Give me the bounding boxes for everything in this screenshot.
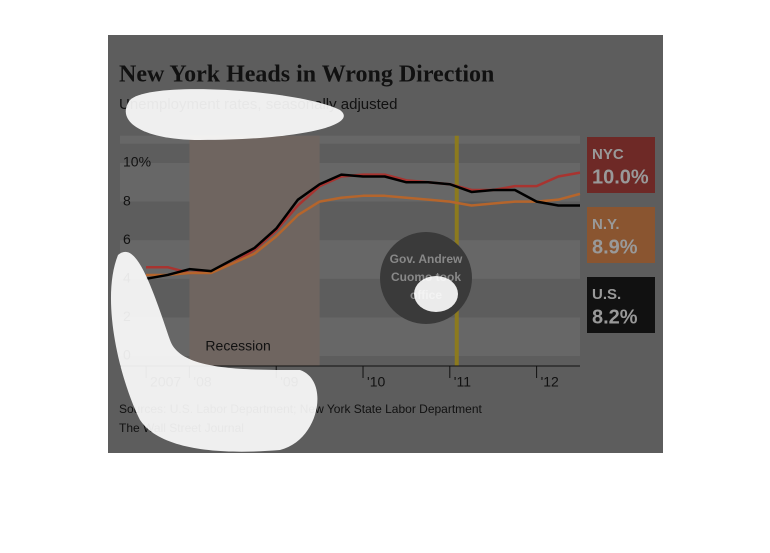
highlight-blob xyxy=(125,89,344,140)
legend-value: 8.2% xyxy=(592,306,638,328)
highlight-blob xyxy=(110,251,318,452)
chart-title: New York Heads in Wrong Direction xyxy=(119,62,494,88)
y-tick-label: 6 xyxy=(123,231,131,247)
highlight-blob xyxy=(414,276,458,312)
legend-value: 10.0% xyxy=(592,166,649,188)
recession-label: Recession xyxy=(205,338,270,354)
legend-value: 8.9% xyxy=(592,236,638,258)
series-line xyxy=(146,192,581,277)
y-tick-label: 10% xyxy=(123,154,151,170)
x-tick-label: '10 xyxy=(367,374,385,390)
grid-band xyxy=(120,135,580,144)
y-tick-label: 8 xyxy=(123,192,131,208)
legend-name: NYC xyxy=(592,146,624,163)
legend-name: N.Y. xyxy=(592,216,620,233)
legend-box xyxy=(587,137,655,193)
series-line xyxy=(145,173,580,281)
legend-box xyxy=(587,277,655,333)
plot-area: 0246810%Recession2007'08'09'10'11'12NYC1… xyxy=(120,135,655,390)
legend-box xyxy=(587,207,655,263)
x-tick-label: '12 xyxy=(541,374,559,390)
x-tick-label: '11 xyxy=(454,374,471,390)
legend-name: U.S. xyxy=(592,286,621,303)
grid-band xyxy=(120,317,580,356)
